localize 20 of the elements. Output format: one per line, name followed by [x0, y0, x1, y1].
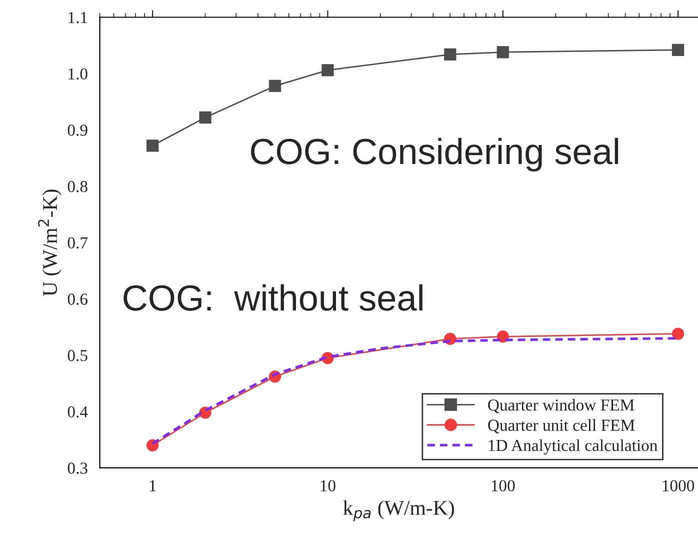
y-tick-label: 0.5 — [68, 350, 88, 362]
y-tick-label: 0.3 — [68, 462, 88, 474]
x-tick-label: 10 — [320, 480, 336, 492]
x-tick-label: 100 — [492, 480, 515, 492]
x-tick-label: 1 — [150, 480, 156, 492]
legend-label: Quarter window FEM — [488, 398, 634, 414]
y-tick-label: 0.4 — [68, 406, 88, 418]
y-tick-label: 0.9 — [68, 124, 88, 136]
y-tick-label: 0.6 — [68, 294, 88, 305]
y-tick-label: 1.1 — [68, 12, 88, 24]
y-tick-label: 0.8 — [68, 180, 88, 192]
legend-label: Quarter unit cell FEM — [488, 419, 635, 434]
legend-label: 1D Analytical calculation — [488, 439, 658, 455]
y-tick-label: 1.0 — [68, 68, 88, 80]
y-axis-title: U (W/m$^{2}$-K) — [38, 190, 62, 296]
x-axis-title: k$_{pa}$ (W/m-K) — [343, 500, 454, 522]
annotation: COG: without seal — [124, 284, 422, 311]
y-tick-label: 0.7 — [68, 237, 88, 249]
x-tick-label: 1000 — [662, 480, 694, 492]
annotation: COG: Considering seal — [250, 138, 618, 172]
